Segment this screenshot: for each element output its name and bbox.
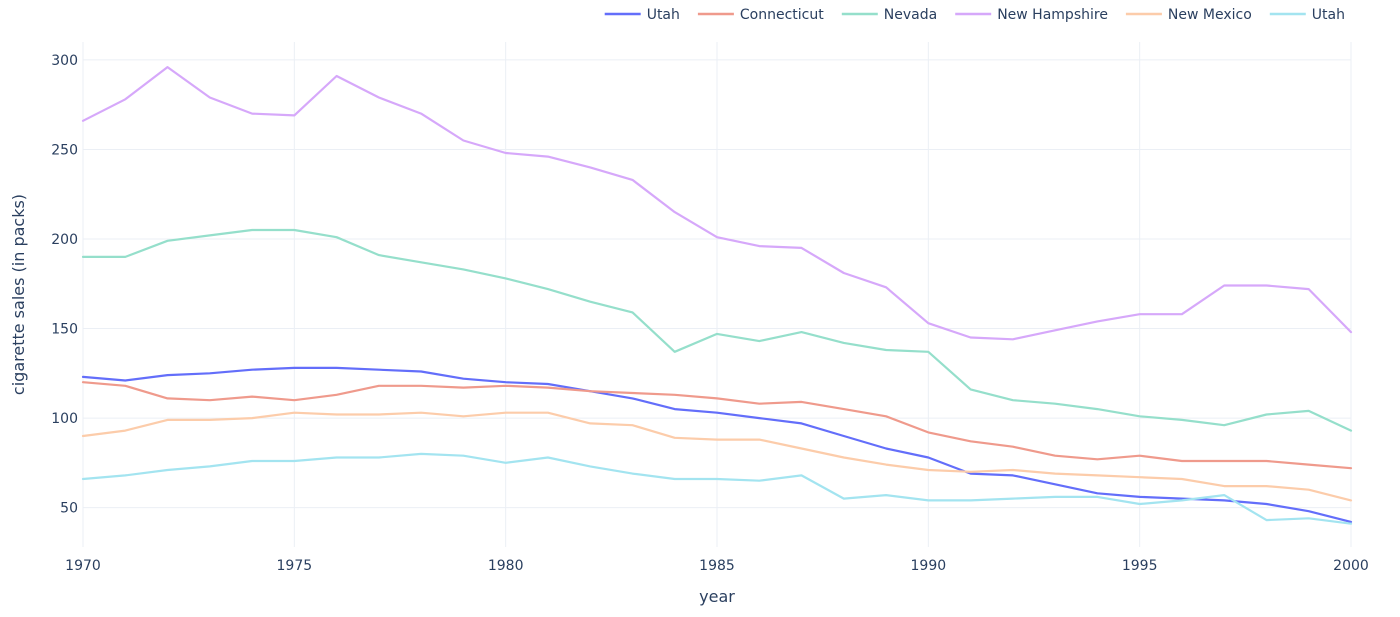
legend-item[interactable]: Utah: [1269, 7, 1345, 23]
y-tick-label: 50: [60, 501, 78, 517]
series-line-0: [81, 366, 1353, 524]
x-tick-label: 1990: [911, 558, 947, 574]
y-axis-title: cigarette sales (in packs): [9, 194, 28, 395]
legend-label: Connecticut: [740, 7, 824, 23]
x-tick-label: 1970: [65, 558, 101, 574]
x-tick-label: 1980: [488, 558, 524, 574]
x-tick-label: 2000: [1333, 558, 1369, 574]
legend-label: Utah: [1312, 7, 1345, 23]
legend-item[interactable]: Nevada: [841, 7, 937, 23]
series-line-4: [81, 411, 1353, 502]
y-tick-label: 250: [51, 142, 78, 158]
y-tick-label: 150: [51, 322, 78, 338]
y-tick-label: 100: [51, 411, 78, 427]
legend-label: Utah: [647, 7, 680, 23]
series-line-5: [81, 452, 1353, 525]
series-line-3: [81, 65, 1353, 341]
legend-item[interactable]: Utah: [604, 7, 680, 23]
y-tick-label: 200: [51, 232, 78, 248]
legend-item[interactable]: New Mexico: [1125, 7, 1252, 23]
legend-label: New Mexico: [1168, 7, 1252, 23]
series-lines: [81, 65, 1353, 525]
grid: [82, 42, 1352, 547]
legend-label: Nevada: [884, 7, 937, 23]
legend-item[interactable]: New Hampshire: [955, 7, 1108, 23]
legend-item[interactable]: Connecticut: [697, 7, 824, 23]
axes: 1970 1975 1980 1985 1990 1995 2000 50 100 150 200 2…: [51, 53, 1369, 574]
series-line-2: [81, 228, 1353, 432]
legend: Utah Connecticut Nevada New Hampshire New Me…: [604, 7, 1345, 23]
x-tick-label: 1975: [277, 558, 313, 574]
series-line-1: [81, 381, 1353, 470]
x-axis-title: year: [699, 587, 735, 606]
x-tick-label: 1985: [699, 558, 735, 574]
x-tick-label: 1995: [1122, 558, 1158, 574]
y-tick-label: 300: [51, 53, 78, 69]
legend-label: New Hampshire: [997, 7, 1108, 23]
